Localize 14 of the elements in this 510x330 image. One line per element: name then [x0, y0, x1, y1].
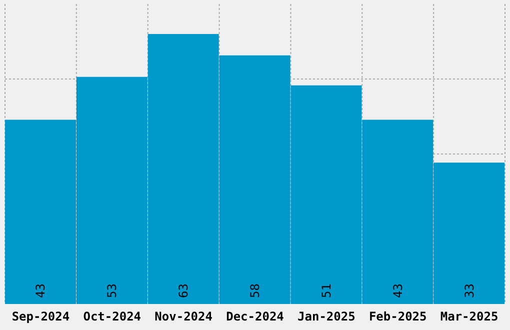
x-tick-label: Sep-2024: [12, 310, 70, 324]
data-label: 43: [390, 284, 405, 298]
x-tick-label: Oct-2024: [83, 310, 142, 324]
data-label: 43: [34, 284, 48, 298]
data-label: 63: [176, 284, 191, 298]
x-tick-label: Nov-2024: [154, 310, 212, 324]
data-label: 53: [105, 284, 120, 298]
x-tick-label: Feb-2025: [368, 310, 427, 324]
x-tick-label: Jan-2025: [298, 310, 356, 324]
data-label: 51: [319, 284, 334, 298]
x-tick-label: Dec-2024: [226, 310, 284, 324]
data-label: 33: [462, 284, 476, 298]
data-label: 58: [248, 284, 262, 298]
x-tick-label: Mar-2025: [440, 310, 498, 324]
